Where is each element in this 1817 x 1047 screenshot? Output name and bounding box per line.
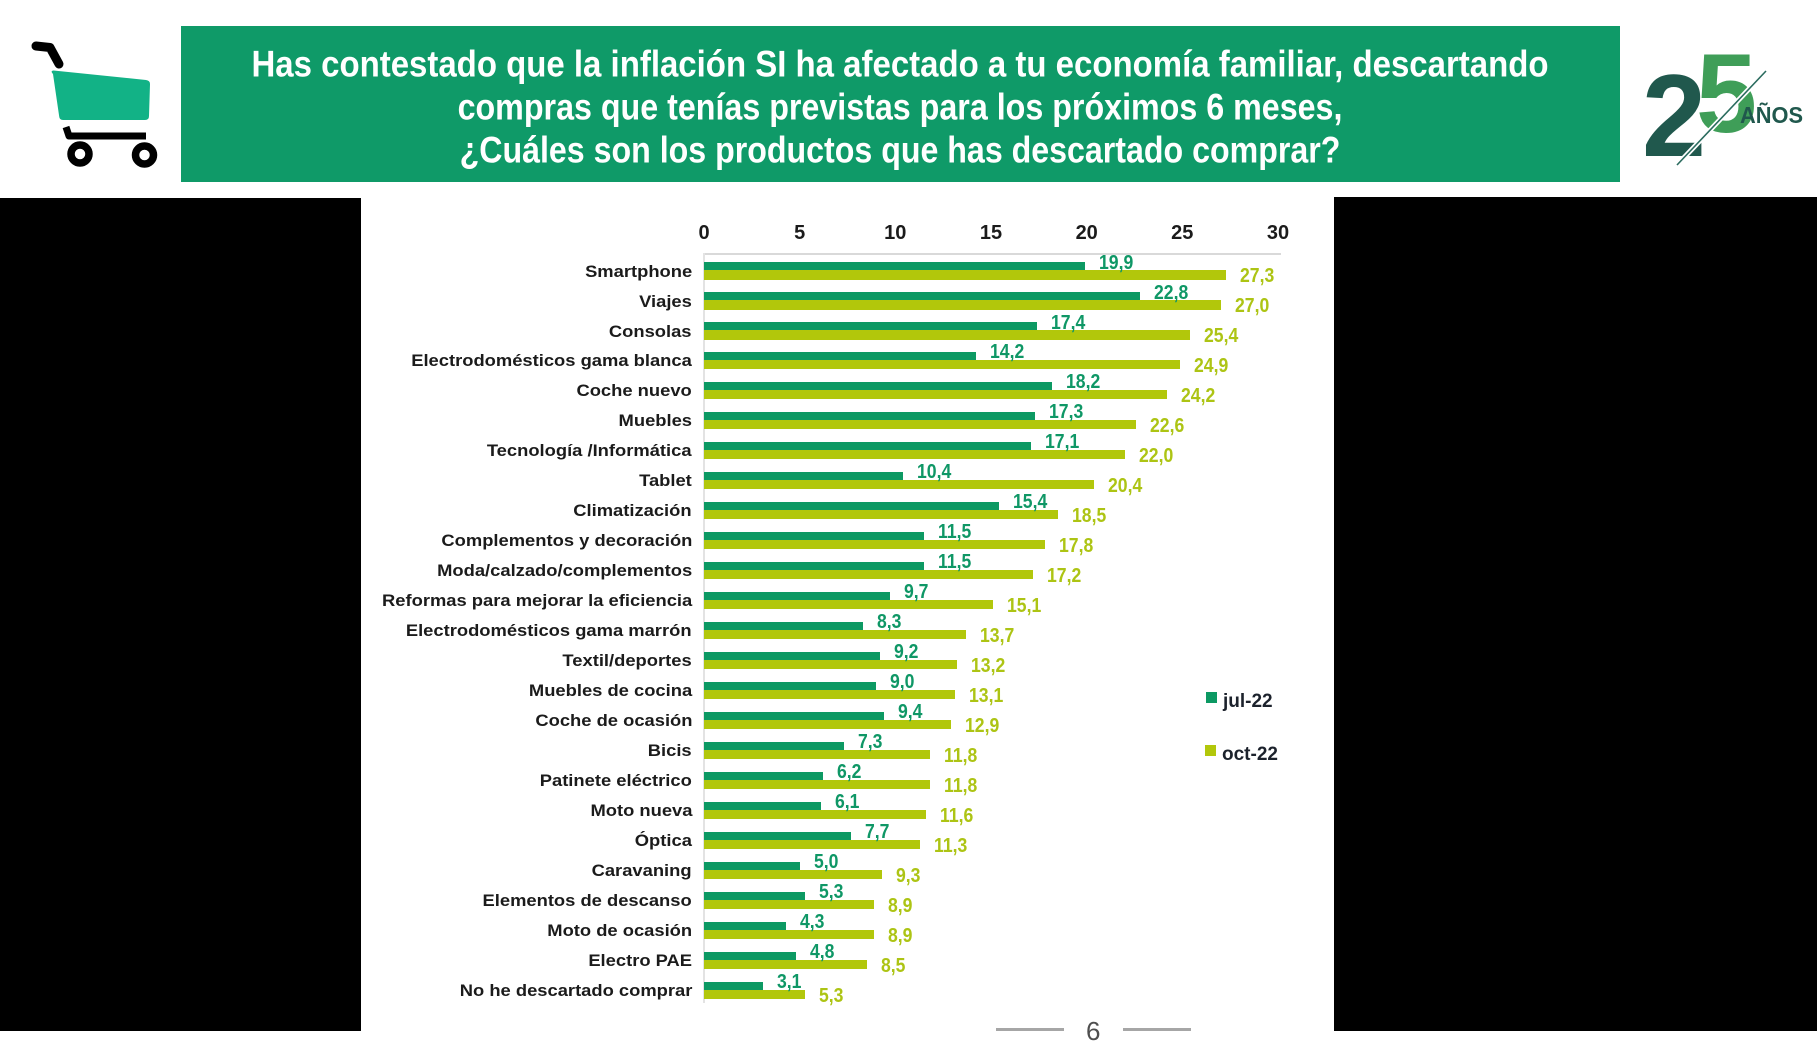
svg-text:AÑOS: AÑOS	[1740, 101, 1803, 128]
svg-text:2: 2	[1642, 50, 1706, 175]
